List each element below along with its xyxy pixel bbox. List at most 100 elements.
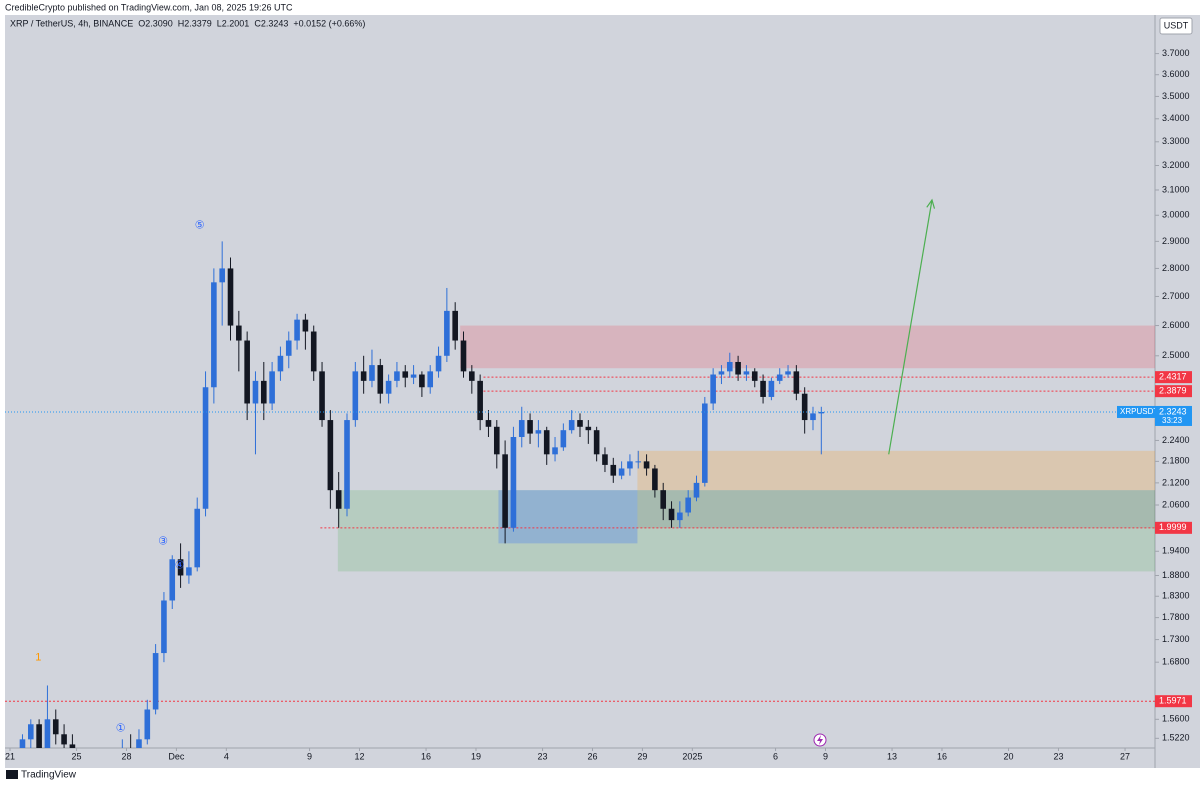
- candle-body: [344, 420, 350, 509]
- x-tick-label: 19: [471, 751, 481, 761]
- x-tick-label: 29: [637, 751, 647, 761]
- y-tick-label: 3.7000: [1162, 48, 1190, 58]
- y-tick-label: 1.5220: [1162, 733, 1190, 743]
- zone: [498, 490, 638, 544]
- candle-body: [768, 380, 775, 397]
- candle-body: [194, 508, 201, 568]
- x-tick-label: 28: [121, 751, 131, 761]
- candle-body: [19, 739, 26, 748]
- zone: [637, 450, 1155, 491]
- y-tick-label: 3.2000: [1162, 160, 1190, 170]
- candle-body: [710, 374, 716, 404]
- candle-body: [776, 374, 783, 381]
- candle-body: [535, 430, 542, 434]
- zone: [337, 490, 1155, 572]
- candle-body: [552, 447, 558, 455]
- last-price-label: 2.3243: [1159, 406, 1187, 416]
- wave-label: 1: [35, 652, 41, 664]
- x-tick-label: 20: [1004, 751, 1014, 761]
- ohlc: O2.3090: [138, 18, 173, 28]
- candle-body: [152, 653, 159, 710]
- currency-button[interactable]: [1159, 17, 1193, 35]
- candle-body: [61, 734, 67, 745]
- candle-body: [460, 340, 467, 372]
- x-tick-label: 9: [307, 751, 312, 761]
- candle-body: [419, 374, 425, 388]
- candle-body: [543, 430, 550, 455]
- candle-body: [294, 319, 300, 341]
- candle-body: [44, 719, 51, 748]
- footer: TradingView: [6, 770, 77, 781]
- y-tick-label: 3.5000: [1162, 91, 1190, 101]
- candle-body: [136, 739, 142, 748]
- countdown: 33:23: [1162, 416, 1183, 425]
- x-tick-label: 6: [773, 751, 778, 761]
- candle-body: [377, 365, 384, 394]
- candle-body: [610, 464, 617, 476]
- x-tick-label: 25: [72, 751, 82, 761]
- plot-layer: ⑤ ③④ ① 1: [5, 198, 1155, 748]
- level-label: 1.5971: [1159, 696, 1187, 706]
- candle-body: [577, 420, 583, 427]
- y-tick-label: 2.5000: [1162, 350, 1190, 360]
- candle-body: [444, 310, 450, 356]
- y-tick-label: 3.0000: [1162, 210, 1190, 220]
- candle-body: [485, 420, 492, 427]
- candle-body: [277, 355, 284, 372]
- candle-body: [202, 387, 209, 509]
- candle-body: [735, 361, 741, 375]
- plot-area: [5, 15, 1155, 748]
- y-tick-label: 1.8300: [1162, 591, 1190, 601]
- candle-body: [801, 393, 808, 421]
- candle-body: [244, 340, 250, 404]
- candle-body: [726, 361, 733, 372]
- candle-body: [69, 744, 76, 748]
- zone: [460, 325, 1155, 369]
- arrow: [888, 199, 933, 455]
- candle-body: [169, 559, 176, 601]
- x-tick-label: 9: [823, 751, 828, 761]
- y-tick-label: 3.3000: [1162, 136, 1190, 146]
- lightning-icon: [813, 733, 827, 747]
- candle-body: [452, 310, 458, 341]
- zone: [637, 490, 1155, 529]
- candle-body: [427, 371, 434, 388]
- candle-body: [269, 371, 275, 404]
- candle-body: [402, 371, 409, 378]
- level-label-bg: [1155, 385, 1192, 398]
- level-label: 2.3879: [1159, 386, 1187, 396]
- candle-body: [252, 380, 259, 404]
- x-tick-label: 13: [887, 751, 897, 761]
- candle-body: [435, 355, 442, 372]
- change: +0.0152 (+0.66%): [293, 18, 365, 28]
- candle-body: [469, 371, 475, 381]
- candle-body: [785, 371, 791, 375]
- candle-body: [627, 461, 633, 469]
- candle-body: [602, 454, 608, 465]
- currency: USDT: [1164, 20, 1189, 30]
- y-tick-label: 1.7300: [1162, 634, 1190, 644]
- candle-body: [385, 380, 392, 394]
- y-tick-label: 2.8000: [1162, 263, 1190, 273]
- candle-body: [236, 325, 242, 341]
- y-tick-label: 2.1200: [1162, 477, 1190, 487]
- candle-body: [177, 559, 184, 576]
- candle-body: [677, 512, 683, 521]
- ohlc: C2.3243: [254, 18, 288, 28]
- candle-body: [335, 490, 342, 509]
- candle-body: [818, 411, 825, 414]
- candle-body: [319, 371, 325, 421]
- candle-body: [718, 371, 725, 375]
- x-tick-label: 23: [1053, 751, 1063, 761]
- x-tick-label: 27: [1120, 751, 1130, 761]
- candle-body: [810, 413, 816, 421]
- candle-body: [502, 454, 508, 528]
- candle-body: [27, 724, 34, 740]
- candle-body: [161, 600, 167, 654]
- level-label-bg: [1155, 371, 1192, 384]
- candle-body: [660, 490, 667, 509]
- symbol-label: XRPUSDT: [1120, 407, 1158, 416]
- candle-body: [219, 268, 225, 283]
- candle-body: [410, 374, 417, 378]
